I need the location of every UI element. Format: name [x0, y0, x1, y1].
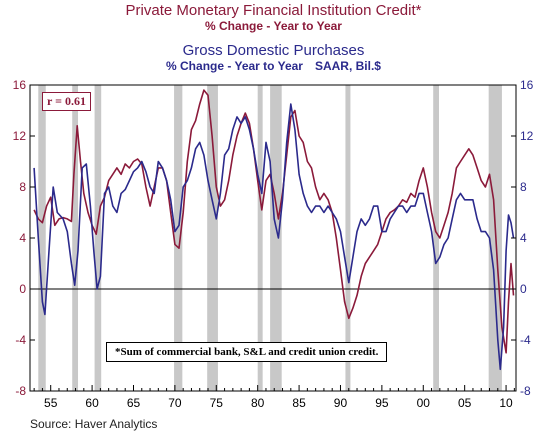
source-label: Source: Haver Analytics	[30, 417, 158, 431]
chart-subtitle-credit: % Change - Year to Year	[205, 19, 342, 33]
recession-bar-0	[38, 85, 46, 391]
x-tick-label: 55	[44, 396, 58, 410]
chart-subtitle-gdp: % Change - Year to Year SAAR, Bil.$	[0, 59, 547, 73]
y-tick-label-left: 16	[13, 78, 27, 92]
y-tick-label-left: 0	[19, 282, 26, 296]
y-tick-label-right: 4	[520, 231, 527, 245]
series-line-0	[33, 89, 515, 354]
y-tick-label-right: 8	[520, 180, 527, 194]
x-tick-label: 65	[127, 396, 141, 410]
recession-bar-1	[72, 85, 79, 391]
x-tick-label: 95	[375, 396, 389, 410]
recession-bar-8	[433, 85, 440, 391]
series-line-1	[33, 103, 515, 371]
y-tick-label-right: 0	[520, 282, 527, 296]
x-tick-label: 90	[334, 396, 348, 410]
recession-bar-2	[94, 85, 102, 391]
recession-bar-7	[345, 85, 351, 391]
recession-bar-6	[270, 85, 282, 391]
correlation-label: r = 0.61	[42, 92, 91, 111]
y-tick-label-right: -4	[520, 333, 531, 347]
recession-bar-5	[257, 85, 263, 391]
y-tick-label-left: 8	[19, 180, 26, 194]
y-tick-label-right: -8	[520, 384, 531, 398]
chart-subtitle-gdp-left: % Change - Year to Year	[166, 59, 303, 73]
y-tick-label-left: -4	[15, 333, 26, 347]
y-tick-label-left: -8	[15, 384, 26, 398]
chart-subtitle-gdp-right: SAAR, Bil.$	[314, 59, 381, 73]
x-tick-label: 60	[85, 396, 99, 410]
x-tick-label: 85	[292, 396, 306, 410]
x-tick-label: 05	[458, 396, 472, 410]
y-tick-label-left: 4	[19, 231, 26, 245]
x-tick-label: 75	[210, 396, 224, 410]
y-tick-label-right: 12	[520, 129, 534, 143]
recession-bar-4	[207, 85, 218, 391]
y-tick-label-left: 12	[13, 129, 27, 143]
x-tick-label: 10	[499, 396, 513, 410]
recession-bar-3	[174, 85, 183, 391]
chart-title-gdp: Gross Domestic Purchases	[182, 42, 365, 59]
x-tick-label: 00	[417, 396, 431, 410]
chart-title-credit: Private Monetary Financial Institution C…	[125, 2, 422, 19]
y-tick-label-right: 16	[520, 78, 534, 92]
footnote-box: *Sum of commercial bank, S&L and credit …	[106, 342, 388, 362]
x-tick-label: 80	[251, 396, 265, 410]
x-tick-label: 70	[168, 396, 182, 410]
